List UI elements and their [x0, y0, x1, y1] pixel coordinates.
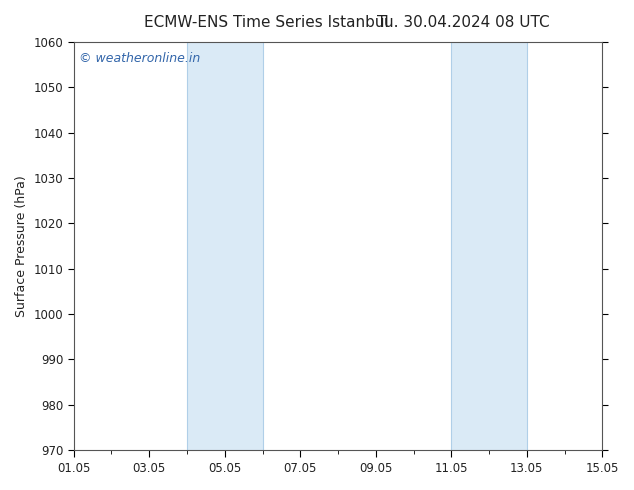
Y-axis label: Surface Pressure (hPa): Surface Pressure (hPa)	[15, 175, 28, 317]
Bar	[451, 42, 527, 450]
Text: ECMW-ENS Time Series Istanbul: ECMW-ENS Time Series Istanbul	[144, 15, 389, 30]
Text: © weatheronline.in: © weatheronline.in	[79, 52, 200, 65]
Text: Tu. 30.04.2024 08 UTC: Tu. 30.04.2024 08 UTC	[377, 15, 549, 30]
Bar	[187, 42, 262, 450]
